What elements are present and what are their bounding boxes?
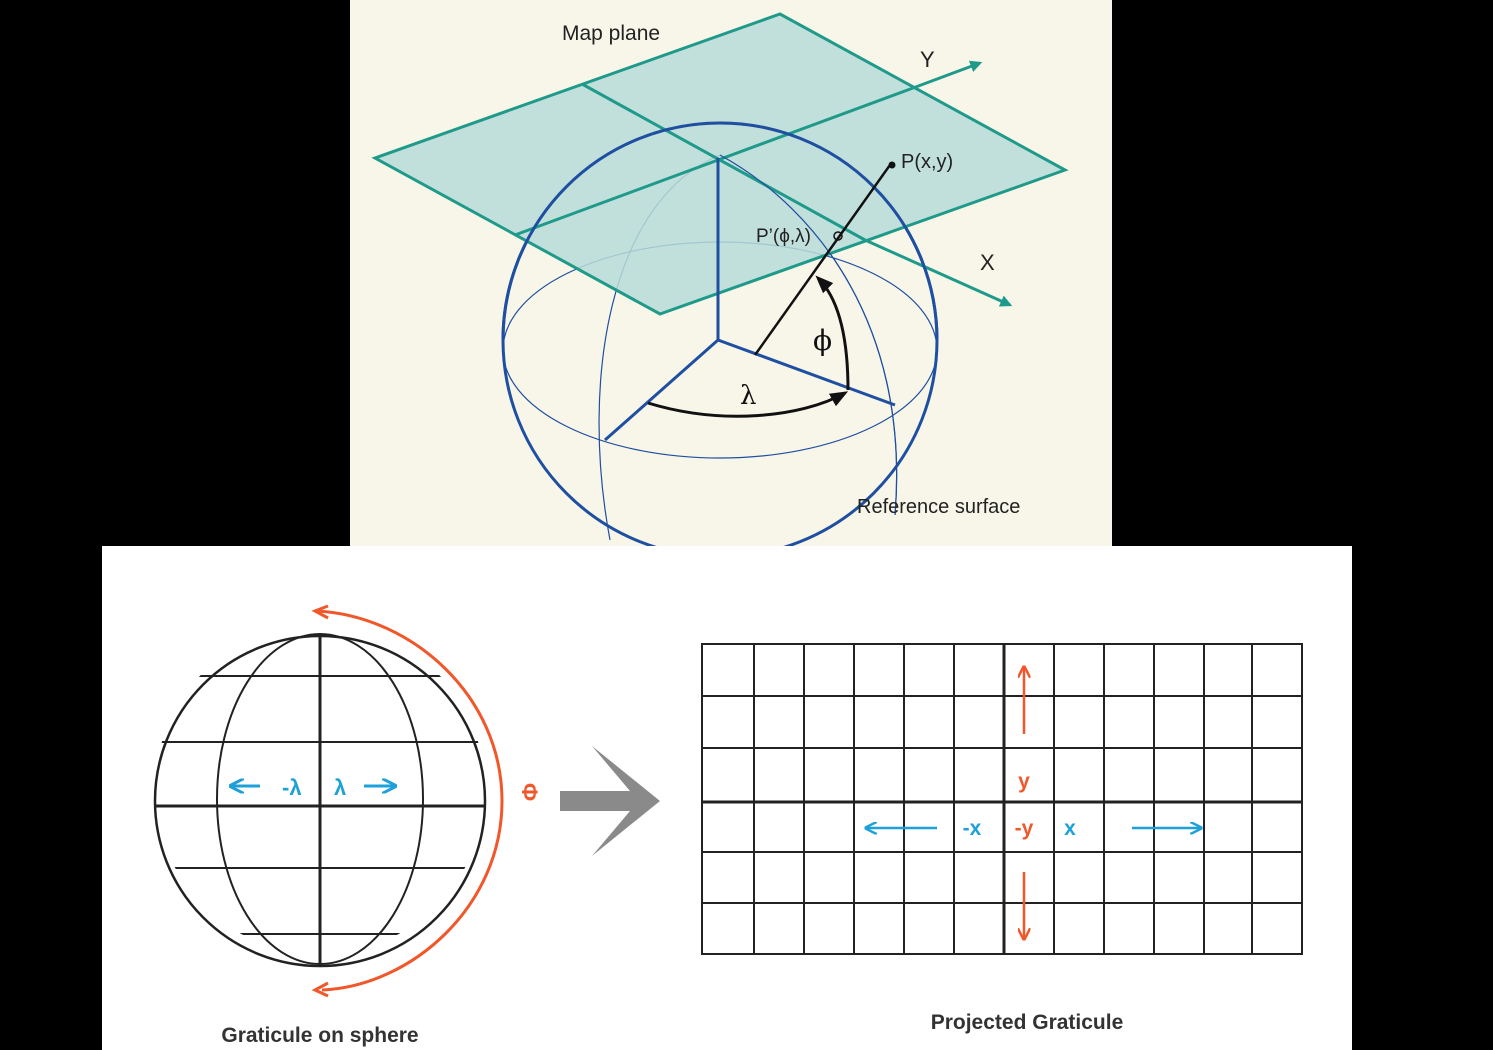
point-p-prime-label: P’(ϕ,λ) (756, 226, 811, 247)
map-plane-label: Map plane (562, 22, 660, 45)
graticule-sphere (153, 633, 487, 968)
point-p-prime-marker (833, 231, 843, 241)
reference-surface-label: Reference surface (857, 496, 1020, 518)
phi-label: ϕ (813, 324, 832, 357)
x-label: x (1064, 817, 1076, 840)
graticule-projection-diagram: -λ λ Φ Graticule on sphere (102, 546, 1352, 1050)
sphere-axes (604, 158, 896, 442)
map-plane (371, 12, 1069, 316)
projection-svg: Map plane Y X P(x,y) P’(ϕ,λ) ϕ λ Referen… (371, 12, 1069, 546)
phi-arc (815, 275, 850, 391)
x-axis-label: X (980, 250, 995, 275)
projection-ray (753, 164, 892, 356)
point-p-marker (888, 161, 896, 169)
lambda-label-blue: λ (334, 775, 346, 800)
transform-arrow-icon (560, 746, 660, 856)
neg-x-label: -x (963, 817, 982, 840)
sphere-caption: Graticule on sphere (221, 1024, 418, 1047)
lambda-label: λ (740, 381, 756, 411)
neg-y-label: -y (1015, 817, 1034, 840)
phi-label-orange: Φ (517, 783, 542, 801)
y-label: y (1018, 770, 1030, 793)
phi-arc-orange (316, 609, 504, 992)
projected-grid (701, 643, 1303, 955)
map-projection-diagram: Map plane Y X P(x,y) P’(ϕ,λ) ϕ λ Referen… (350, 0, 1112, 546)
point-p-label: P(x,y) (901, 151, 953, 173)
grid-caption: Projected Graticule (931, 1011, 1124, 1034)
y-axis-label: Y (920, 47, 935, 72)
lambda-arc (647, 391, 849, 418)
neg-lambda-label: -λ (282, 775, 302, 800)
graticule-svg: -λ λ Φ Graticule on sphere (153, 604, 1303, 1047)
